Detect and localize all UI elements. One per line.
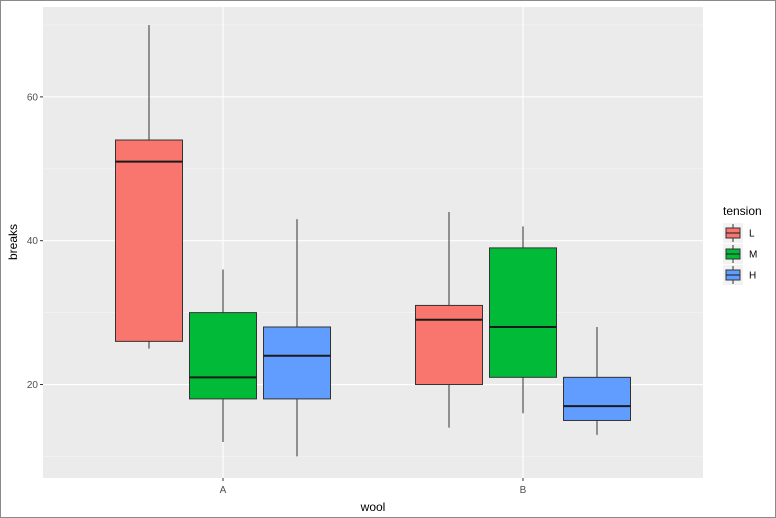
x-axis-title: wool [360, 500, 386, 514]
box-M-A [189, 269, 257, 443]
box-L-B [415, 211, 483, 428]
y-tick-label: 20 [27, 380, 39, 391]
box-body [489, 247, 557, 378]
legend-label: L [749, 229, 755, 240]
axes: 20 40 60 A B [27, 92, 527, 496]
boxes [115, 24, 631, 457]
box-body [415, 304, 483, 386]
box-body [189, 312, 257, 400]
y-tick-label: 40 [27, 236, 39, 247]
y-tick-label: 60 [27, 92, 39, 103]
legend: tension LMH [723, 204, 762, 285]
legend-label: M [749, 250, 757, 261]
legend-label: H [749, 271, 756, 282]
legend-item-H: H [723, 265, 756, 285]
box-body [115, 139, 183, 342]
box-H-A [263, 219, 331, 457]
legend-item-L: L [723, 223, 755, 243]
legend-title: tension [723, 204, 762, 218]
box-H-B [563, 326, 631, 435]
box-body [263, 326, 331, 400]
legend-item-M: M [723, 244, 757, 264]
y-axis-title: breaks [6, 224, 20, 260]
x-tick-label: A [220, 485, 227, 496]
box-M-B [489, 226, 557, 414]
box-L-A [115, 24, 183, 349]
box-body [563, 376, 631, 421]
x-tick-label: B [520, 485, 527, 496]
